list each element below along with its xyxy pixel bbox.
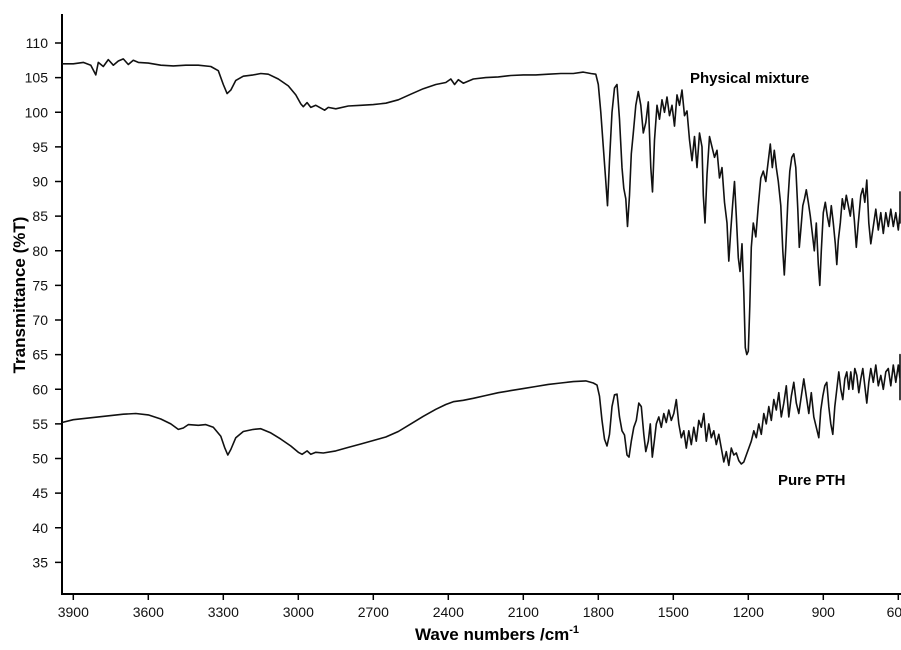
x-axis-title-superscript: -1: [569, 624, 579, 636]
y-tick-label: 55: [32, 416, 48, 432]
x-axis-title: Wave numbers /cm-1: [415, 624, 579, 644]
x-ticks: 3900 3600 3300 3000 2700 2400 2100 1800 1500 1200…: [58, 594, 901, 620]
y-tick-label: 90: [32, 174, 48, 190]
y-tick-label: 40: [32, 520, 48, 536]
y-tick-label: 70: [32, 312, 48, 328]
x-tick-label: 600: [887, 604, 901, 620]
x-tick-label: 3600: [133, 604, 164, 620]
x-tick-label: 3000: [283, 604, 314, 620]
x-tick-label: 3300: [208, 604, 239, 620]
y-tick-label: 60: [32, 381, 48, 397]
x-tick-label: 1200: [733, 604, 764, 620]
series-label-pure-pth: Pure PTH: [778, 472, 846, 489]
y-tick-label: 95: [32, 139, 48, 155]
x-tick-label: 1800: [583, 604, 614, 620]
x-tick-label: 2100: [508, 604, 539, 620]
axes: [61, 14, 901, 595]
y-tick-label: 50: [32, 451, 48, 467]
y-tick-label: 80: [32, 243, 48, 259]
x-tick-label: 2400: [433, 604, 464, 620]
x-tick-label: 2700: [358, 604, 389, 620]
y-axis-title: Transmittance (%T): [10, 217, 29, 374]
y-tick-label: 100: [25, 104, 49, 120]
series-line-pure-pth: [61, 353, 901, 467]
y-tick-label: 35: [32, 554, 48, 570]
y-tick-label: 45: [32, 485, 48, 501]
y-tick-label: 105: [25, 70, 49, 86]
y-ticks: 35 40 45 50 55 60 65 70 75 80 85 90 95 100 105 110: [25, 35, 62, 570]
x-tick-label: 1500: [658, 604, 689, 620]
y-tick-label: 65: [32, 347, 48, 363]
plot-lines: [61, 58, 901, 467]
y-tick-label: 85: [32, 208, 48, 224]
series-labels: Physical mixture Pure PTH: [690, 70, 846, 489]
series-line-physical-mixture: [62, 58, 901, 356]
y-tick-label: 110: [26, 35, 49, 51]
x-tick-label: 3900: [58, 604, 89, 620]
x-tick-label: 900: [812, 604, 836, 620]
x-axis-title-text: Wave numbers /cm: [415, 625, 569, 644]
series-label-physical-mixture: Physical mixture: [690, 70, 809, 87]
y-tick-label: 75: [32, 277, 48, 293]
